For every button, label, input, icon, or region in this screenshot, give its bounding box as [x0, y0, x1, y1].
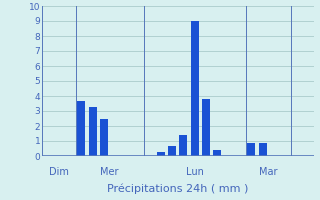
Bar: [100, 118, 108, 156]
Bar: [89, 106, 97, 156]
Bar: [179, 135, 187, 156]
Text: Lun: Lun: [186, 167, 204, 177]
Bar: [77, 100, 85, 156]
Bar: [247, 142, 255, 156]
Bar: [259, 142, 267, 156]
Bar: [191, 21, 199, 156]
Text: Précipitations 24h ( mm ): Précipitations 24h ( mm ): [107, 184, 248, 194]
Text: Dim: Dim: [49, 167, 68, 177]
Text: Mar: Mar: [259, 167, 277, 177]
Bar: [213, 150, 221, 156]
Text: Mer: Mer: [100, 167, 119, 177]
Bar: [168, 146, 176, 156]
Bar: [202, 99, 210, 156]
Bar: [156, 152, 164, 156]
